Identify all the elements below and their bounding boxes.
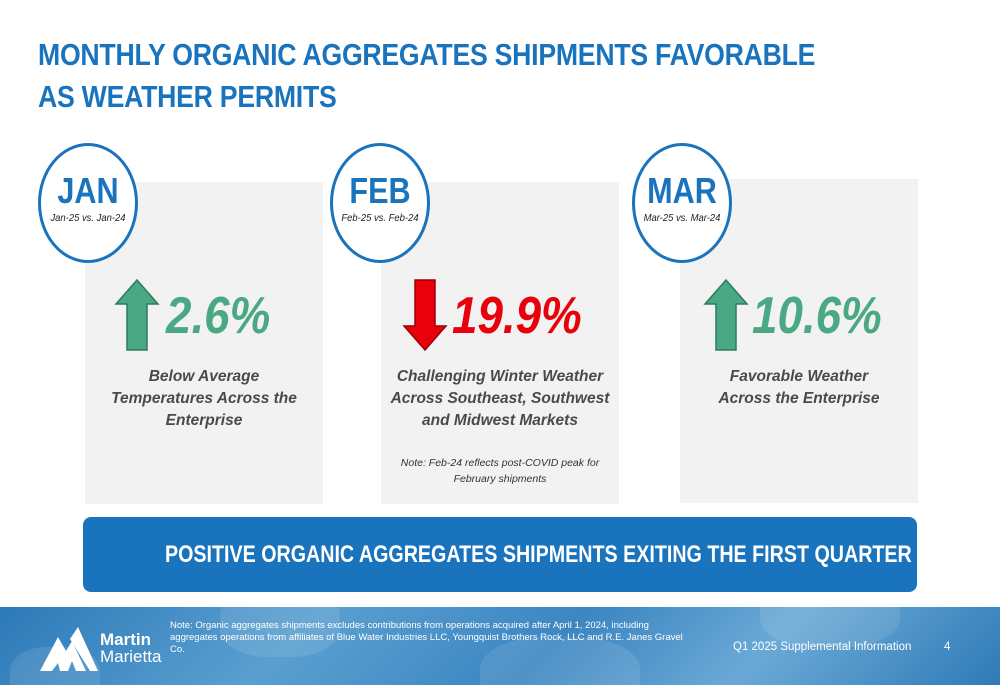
month-label: JAN — [57, 170, 119, 211]
mar-month-circle: MAR Mar-25 vs. Mar-24 — [632, 143, 732, 263]
feb-month-circle: FEB Feb-25 vs. Feb-24 — [330, 143, 430, 263]
supplemental-label: Q1 2025 Supplemental Information — [733, 641, 912, 653]
feb-note: Note: Feb-24 reflects post-COVID peak fo… — [400, 457, 600, 485]
martin-marietta-logo-icon — [40, 627, 98, 671]
logo-wordmark: Martin Marietta — [100, 630, 162, 666]
up-arrow-icon — [114, 278, 160, 351]
period-label: Feb-25 vs. Feb-24 — [341, 212, 419, 224]
period-label: Jan-25 vs. Jan-24 — [50, 212, 126, 224]
banner-text: POSITIVE ORGANIC AGGREGATES SHIPMENTS EX… — [164, 541, 912, 568]
footer-note: Note: Organic aggregates shipments exclu… — [170, 620, 683, 655]
month-label: MAR — [647, 170, 717, 211]
page-title: MONTHLY ORGANIC AGGREGATES SHIPMENTS FAV… — [38, 37, 816, 114]
jan-month-circle: JAN Jan-25 vs. Jan-24 — [38, 143, 138, 263]
page-number: 4 — [944, 641, 951, 653]
feb-description: Challenging Winter Weather Across Southe… — [390, 368, 610, 429]
up-arrow-icon — [703, 278, 749, 351]
jan-change-value: 2.6% — [166, 287, 271, 345]
footer: Martin Marietta Note: Organic aggregates… — [0, 607, 1000, 685]
month-label: FEB — [349, 170, 411, 211]
mar-description: Favorable Weather Across the Enterprise — [718, 368, 880, 407]
down-arrow-icon — [402, 279, 448, 352]
feb-change-value: 19.9% — [452, 287, 582, 345]
summary-banner: POSITIVE ORGANIC AGGREGATES SHIPMENTS EX… — [83, 517, 917, 592]
jan-description: Below Average Temperatures Across the En… — [111, 368, 297, 429]
period-label: Mar-25 vs. Mar-24 — [643, 212, 721, 224]
mar-change-value: 10.6% — [752, 287, 882, 345]
